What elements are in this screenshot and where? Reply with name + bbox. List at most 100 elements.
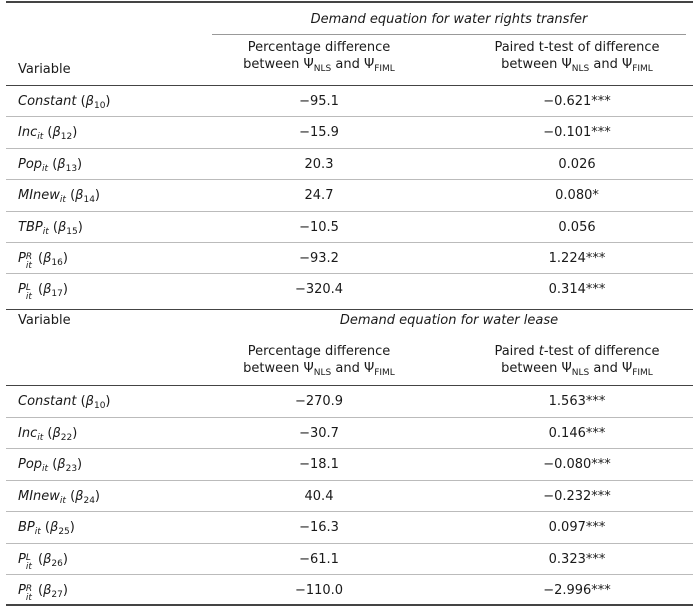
variable-symbol: Inc: [18, 425, 38, 441]
variable-name: Constant (β10): [18, 94, 111, 111]
paired-ttest-value: 0.080*: [555, 188, 599, 204]
beta-symbol: β: [57, 219, 67, 235]
variable-subscript: it: [42, 464, 49, 474]
percentage-difference-value: −18.1: [299, 457, 339, 472]
variable-symbol: Constant: [18, 394, 77, 409]
panel1-col1-header-line2: between ΨNLS and ΨFIML: [243, 57, 395, 74]
variable-name: Popit (β23): [18, 457, 83, 474]
paired-ttest-value: 1.563***: [548, 394, 606, 409]
paired-ttest-value: −0.080***: [543, 457, 611, 472]
beta-subscript: 10: [93, 101, 106, 111]
beta-symbol: β: [43, 282, 52, 298]
beta-subscript: 12: [60, 132, 73, 143]
beta-symbol: β: [75, 488, 84, 504]
percentage-difference-value: −16.3: [299, 520, 339, 535]
variable-symbol: BP: [18, 520, 35, 535]
header-rule-2: [6, 385, 693, 386]
panel2-title: Demand equation for water lease: [339, 313, 559, 328]
variable-symbol: P: [18, 282, 26, 298]
paired-ttest-value: 0.314***: [548, 282, 606, 298]
paired-ttest-value: −0.232***: [543, 488, 611, 504]
panel2-col1-header-line1: Percentage difference: [247, 344, 391, 359]
variable-name: MInewit (β14): [18, 188, 100, 206]
variable-symbol: MInew: [18, 488, 60, 504]
beta-subscript: 16: [51, 258, 63, 268]
panel2-variable-header: Variable: [18, 313, 71, 328]
percentage-difference-value: 40.4: [304, 488, 334, 504]
variable-subscript: it: [42, 226, 49, 237]
row-separator: [6, 147, 693, 149]
panel1-variable-header: Variable: [18, 62, 71, 77]
variable-name: Popit (β13): [18, 156, 83, 174]
percentage-difference-value: −93.2: [299, 251, 339, 266]
variable-name: MInewit (β24): [18, 488, 100, 506]
row-separator: [6, 448, 693, 449]
percentage-difference-value: −320.4: [294, 282, 344, 298]
beta-symbol: β: [50, 520, 59, 535]
variable-subscript: it: [25, 292, 32, 303]
variable-name: Incit (β12): [18, 125, 78, 143]
beta-subscript: 22: [60, 432, 73, 443]
variable-name: TBPit (β15): [18, 219, 83, 237]
paired-ttest-value: 0.026: [558, 156, 596, 172]
variable-subscript: it: [42, 163, 49, 174]
variable-subscript: it: [25, 261, 32, 271]
panel2-col2-header-line1: Paired t-test of difference: [494, 344, 660, 359]
variable-superscript: R: [25, 584, 33, 594]
row-separator: [6, 511, 693, 512]
beta-symbol: β: [57, 156, 66, 172]
beta-symbol: β: [43, 551, 52, 567]
percentage-difference-value: −110.0: [294, 583, 344, 598]
percentage-difference-value: −30.7: [299, 425, 339, 441]
percentage-difference-value: 20.3: [304, 156, 334, 172]
panel2-col2-header-line2: between ΨNLS and ΨFIML: [501, 361, 653, 378]
beta-subscript: 27: [51, 590, 63, 600]
beta-subscript: 17: [51, 289, 63, 300]
variable-superscript: L: [25, 552, 31, 563]
percentage-difference-value: 24.7: [304, 188, 334, 204]
row-separator: [6, 179, 693, 181]
variable-symbol: TBP: [18, 219, 43, 235]
beta-subscript: 14: [83, 195, 95, 206]
panel-divider-rule: [6, 309, 693, 310]
beta-subscript: 13: [65, 163, 78, 174]
variable-subscript: it: [25, 561, 32, 572]
variable-name: Incit (β22): [18, 425, 78, 443]
percentage-difference-value: −270.9: [294, 394, 344, 409]
beta-symbol: β: [52, 425, 61, 441]
variable-subscript: it: [25, 593, 32, 603]
beta-subscript: 15: [66, 226, 78, 237]
title-underline: [212, 34, 686, 35]
paired-ttest-value: 0.146***: [548, 425, 606, 441]
header-rule-1: [6, 85, 693, 86]
variable-subscript: it: [37, 132, 44, 143]
variable-symbol: Pop: [18, 457, 43, 472]
paired-ttest-value: 0.056: [558, 219, 596, 235]
paired-ttest-value: −2.996***: [543, 583, 611, 598]
variable-symbol: Inc: [18, 125, 38, 141]
row-separator: [6, 416, 693, 418]
variable-symbol: P: [18, 251, 26, 266]
percentage-difference-value: −10.5: [299, 219, 339, 235]
row-separator: [6, 273, 693, 275]
top-rule: [6, 1, 693, 3]
paired-ttest-value: −0.621***: [543, 94, 611, 109]
variable-symbol: P: [18, 551, 26, 567]
beta-symbol: β: [85, 394, 94, 409]
variable-superscript: R: [25, 252, 33, 262]
beta-symbol: β: [75, 188, 84, 204]
variable-symbol: P: [18, 583, 26, 598]
variable-symbol: MInew: [18, 188, 60, 204]
beta-symbol: β: [52, 125, 61, 141]
beta-symbol: β: [43, 583, 52, 598]
beta-symbol: β: [85, 94, 94, 109]
variable-subscript: it: [59, 195, 66, 206]
paired-ttest-value: −0.101***: [543, 125, 611, 141]
row-separator: [6, 210, 693, 212]
